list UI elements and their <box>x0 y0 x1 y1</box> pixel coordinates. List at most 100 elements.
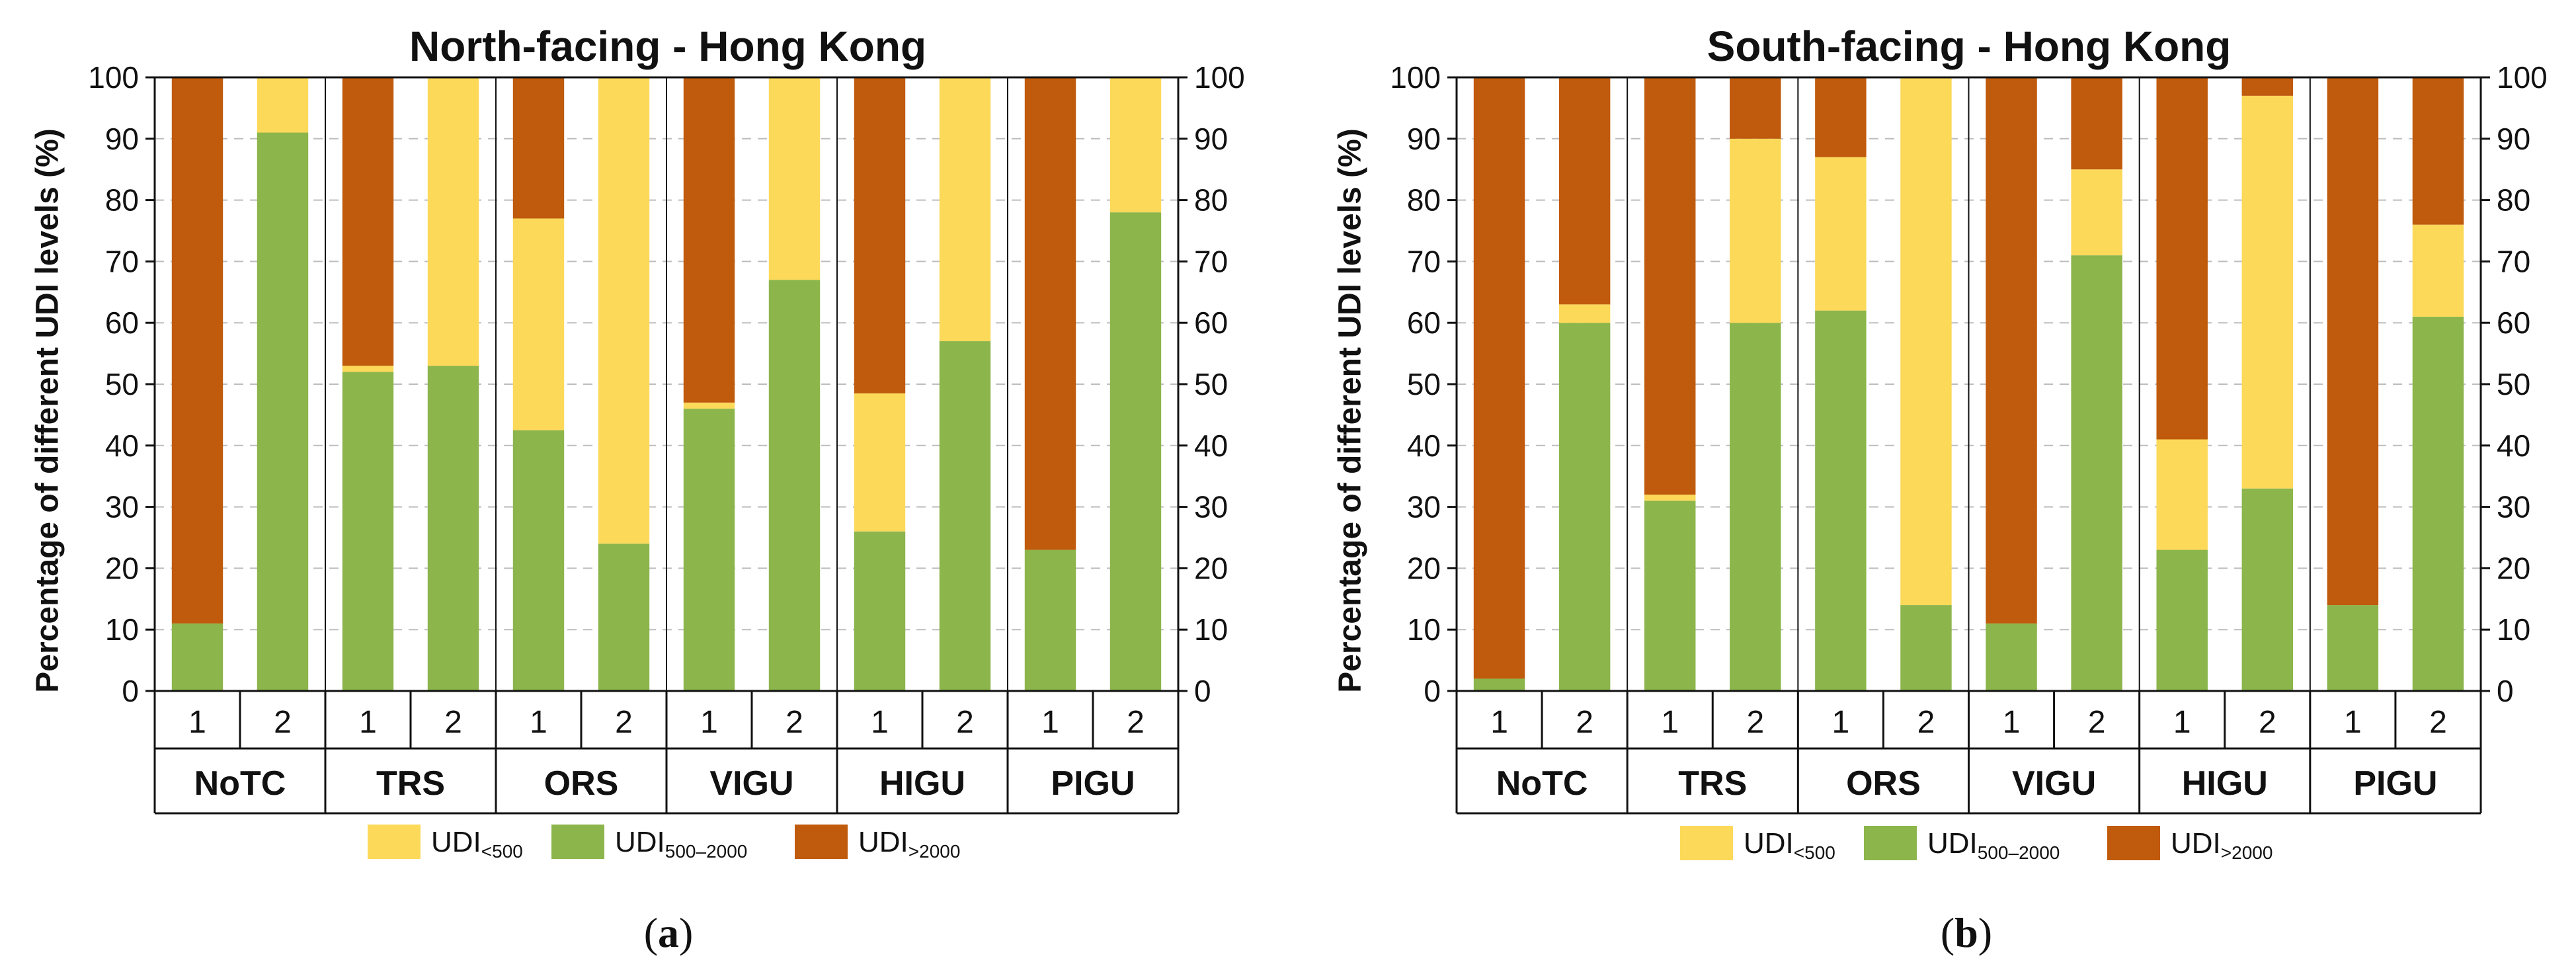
legend-swatch-udi-500-2000 <box>551 825 604 859</box>
bar-segment-higu-2-udi-lt-500 <box>2241 95 2294 489</box>
y-tick-label-left: 100 <box>1390 60 1441 95</box>
legend-entry-udi-gt-2000: UDI>2000 <box>858 826 960 862</box>
bar-segment-vigu-2-udi-500-2000 <box>768 280 821 691</box>
legend: UDI<500 UDI500–2000 UDI>2000 <box>1680 826 2273 863</box>
y-axis-label: Percentage of different UDI levels (%) <box>1333 128 1368 693</box>
y-tick-label-left: 80 <box>1407 183 1441 218</box>
legend-swatch-udi-gt-2000 <box>795 825 848 859</box>
chart-title: South-facing - Hong Kong <box>1707 22 2232 70</box>
legend-label-sub: >2000 <box>2221 842 2273 863</box>
bar-label: 2 <box>1917 705 1935 740</box>
bar-label: 1 <box>1661 705 1679 740</box>
bar-segment-trs-1-udi-gt-2000 <box>1644 77 1696 495</box>
y-axis-label: Percentage of different UDI levels (%) <box>30 128 65 693</box>
group-label-notc: NoTC <box>194 764 286 803</box>
panel-caption-letter: b <box>1954 909 1978 956</box>
legend-label-main: UDI <box>1744 827 1794 860</box>
y-tick-label-right: 20 <box>1194 551 1228 585</box>
group-label-ors: ORS <box>544 764 619 803</box>
y-tick-label-right: 70 <box>1194 244 1228 278</box>
bar-label: 1 <box>2173 705 2191 740</box>
legend-swatch-udi-500-2000 <box>1864 826 1917 860</box>
bar-segment-ors-1-udi-gt-2000 <box>512 77 565 219</box>
bar-segment-higu-1-udi-gt-2000 <box>2156 77 2208 440</box>
legend-label-sub: 500–2000 <box>665 841 748 862</box>
bar-label: 2 <box>274 705 292 740</box>
bar-segment-notc-2-udi-500-2000 <box>257 132 309 691</box>
bar-segment-higu-1-udi-lt-500 <box>2156 439 2208 550</box>
y-tick-label-left: 0 <box>122 674 139 708</box>
bar-segment-vigu-1-udi-gt-2000 <box>1986 77 2037 624</box>
bar-segment-trs-2-udi-lt-500 <box>427 77 479 366</box>
bar-segment-pigu-1-udi-gt-2000 <box>1024 77 1076 550</box>
bar-label: 1 <box>1832 705 1850 740</box>
bar-segment-ors-2-udi-lt-500 <box>1900 77 1952 606</box>
group-label-pigu: PIGU <box>1051 764 1135 803</box>
bar-label: 2 <box>2088 705 2106 740</box>
y-tick-label-right: 30 <box>1194 490 1228 524</box>
bar-segment-pigu-2-udi-500-2000 <box>1109 212 1162 691</box>
y-tick-label-left: 10 <box>105 612 139 647</box>
bar-segment-vigu-2-udi-500-2000 <box>2071 255 2122 691</box>
bar-segment-higu-1-udi-500-2000 <box>854 531 906 691</box>
y-tick-label-right: 0 <box>1194 674 1211 708</box>
y-tick-label-left: 50 <box>105 367 139 401</box>
bar-segment-higu-2-udi-lt-500 <box>939 77 991 342</box>
legend-entry-udi-lt-500: UDI<500 <box>1744 827 1835 863</box>
bar-segment-pigu-2-udi-500-2000 <box>2412 316 2464 691</box>
legend-swatch-udi-gt-2000 <box>2107 826 2160 860</box>
bar-segment-notc-1-udi-500-2000 <box>171 623 223 691</box>
chart-panel-a: North-facing - Hong Kong 1 2 NoTC 1 2 TRS 1 2 ORS… <box>30 22 1245 956</box>
bar-segment-notc-1-udi-gt-2000 <box>1473 77 1525 679</box>
bar-label: 2 <box>785 705 803 740</box>
legend-entry-udi-gt-2000: UDI>2000 <box>2171 827 2273 863</box>
bar-segment-vigu-1-udi-lt-500 <box>683 402 735 409</box>
legend-label-sub: >2000 <box>908 841 961 862</box>
group-label-higu: HIGU <box>879 764 965 803</box>
legend-swatch-udi-lt-500 <box>368 825 421 859</box>
bar-segment-pigu-1-udi-500-2000 <box>1024 549 1076 691</box>
legend-swatch-udi-lt-500 <box>1680 826 1733 860</box>
bar-segment-vigu-2-udi-lt-500 <box>2071 169 2122 256</box>
legend-label-sub: <500 <box>481 841 523 862</box>
bar-segment-trs-2-udi-500-2000 <box>427 366 479 691</box>
y-tick-label-right: 40 <box>2497 428 2530 463</box>
y-tick-label-left: 10 <box>1407 612 1441 647</box>
legend-label-main: UDI <box>858 826 908 858</box>
y-tick-label-left: 20 <box>105 551 139 585</box>
legend-entry-udi-500-2000: UDI500–2000 <box>615 826 747 862</box>
bar-segment-notc-2-udi-gt-2000 <box>1558 77 1611 305</box>
y-tick-label-left: 20 <box>1407 551 1441 585</box>
legend: UDI <500 UDI500–2000 UDI>2000 <box>368 825 960 862</box>
bar-segment-higu-1-udi-gt-2000 <box>854 77 906 393</box>
bar-label: 2 <box>2259 705 2276 740</box>
y-tick-label-right: 90 <box>2497 122 2530 156</box>
group-label-trs: TRS <box>376 764 445 803</box>
bar-segment-pigu-1-udi-500-2000 <box>2327 605 2379 691</box>
panel-caption: (a) <box>644 909 694 956</box>
group-label-ors: ORS <box>1846 764 1921 803</box>
bar-label: 2 <box>2429 705 2447 740</box>
legend-label-sub: 500–2000 <box>1978 842 2060 863</box>
group-label-notc: NoTC <box>1496 764 1588 803</box>
bar-segment-ors-1-udi-500-2000 <box>512 430 565 691</box>
legend-label-main: UDI <box>2171 827 2221 860</box>
bar-segment-vigu-2-udi-lt-500 <box>768 77 821 280</box>
y-tick-label-left: 0 <box>1424 674 1441 708</box>
y-tick-label-left: 60 <box>1407 305 1441 340</box>
legend-entry-udi-500-2000: UDI500–2000 <box>1927 827 2060 863</box>
legend-label-main: UDI <box>1927 827 1978 860</box>
y-tick-label-left: 60 <box>105 305 139 340</box>
bar-label: 1 <box>700 705 718 740</box>
bar-segment-trs-1-udi-lt-500 <box>342 366 394 372</box>
bar-segment-vigu-1-udi-gt-2000 <box>683 77 735 403</box>
y-tick-label-right: 60 <box>1194 305 1228 340</box>
y-tick-label-right: 30 <box>2497 490 2530 524</box>
group-label-vigu: VIGU <box>2012 764 2096 803</box>
bar-segment-trs-1-udi-500-2000 <box>1644 501 1696 691</box>
y-tick-label-left: 80 <box>105 183 139 218</box>
bar-segment-ors-2-udi-500-2000 <box>598 544 650 691</box>
bar-label: 2 <box>444 705 462 740</box>
y-tick-label-left: 70 <box>105 244 139 278</box>
